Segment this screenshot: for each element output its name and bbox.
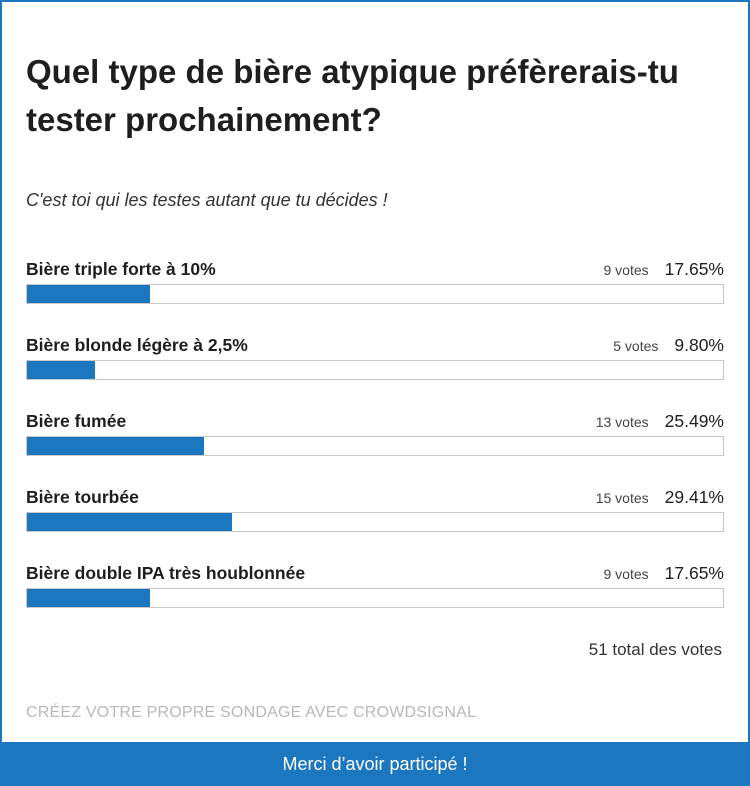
answer-percent: 17.65% [664,259,724,279]
answer-votes: 13 votes [595,414,649,430]
result-bar-fill [27,589,150,607]
answer-label: Bière blonde légère à 2,5% [26,335,248,355]
answer-stats: 13 votes 25.49% [596,410,724,434]
result-bar-fill [27,361,96,379]
answer-percent: 25.49% [664,411,724,431]
thanks-banner: Merci d’avoir participé ! [0,742,750,786]
answer-percent: 9.80% [674,335,724,355]
poll-answer: Bière blonde légère à 2,5% 5 votes 9.80% [26,334,724,394]
result-bar-fill [27,437,205,455]
result-bar-track [26,360,724,380]
answer-label: Bière fumée [26,411,127,431]
result-bar-fill [27,285,150,303]
answer-label: Bière triple forte à 10% [26,259,216,279]
result-bar-track [26,284,724,304]
result-bar-fill [27,513,232,531]
poll-answer: Bière tourbée 15 votes 29.41% [26,486,724,546]
answer-stats: 5 votes 9.80% [613,334,724,358]
answer-votes: 15 votes [595,490,649,506]
answer-percent: 17.65% [664,563,724,583]
poll-answer: Bière fumée 13 votes 25.49% [26,410,724,470]
result-bar-track [26,588,724,608]
poll-question: Quel type de bière atypique préfèrerais-… [26,53,679,138]
result-bar-track [26,512,724,532]
result-bar-track [26,436,724,456]
answer-votes: 5 votes [613,338,659,354]
answer-percent: 29.41% [664,487,724,507]
answer-stats: 15 votes 29.41% [596,486,724,510]
poll-subtitle: C'est toi qui les testes autant que tu d… [26,190,388,210]
poll-answer: Bière double IPA très houblonnée 9 votes… [26,562,724,622]
answer-stats: 9 votes 17.65% [604,562,725,586]
poll-answer: Bière triple forte à 10% 9 votes 17.65% [26,258,724,318]
crowdsignal-credit-link[interactable]: CRÉEZ VOTRE PROPRE SONDAGE AVEC CROWDSIG… [26,704,477,721]
answer-votes: 9 votes [603,566,649,582]
answer-label: Bière tourbée [26,487,139,507]
total-votes: 51 total des votes [588,640,722,659]
answer-votes: 9 votes [603,262,649,278]
answer-label: Bière double IPA très houblonnée [26,563,306,583]
answer-stats: 9 votes 17.65% [604,258,725,282]
